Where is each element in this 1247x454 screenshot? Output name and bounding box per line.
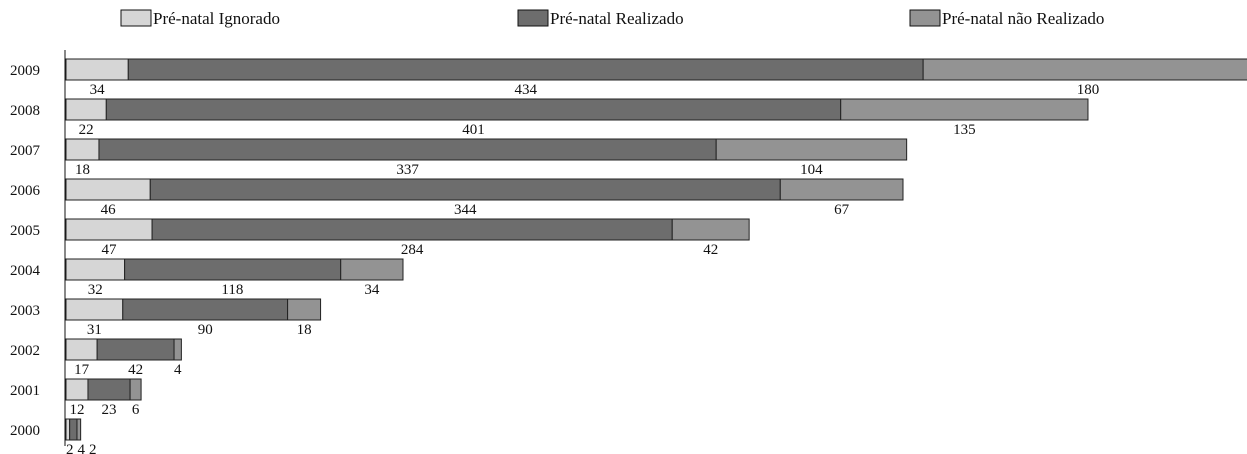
data-label: 90 (198, 322, 213, 338)
legend-label-2: Pré-natal não Realizado (942, 9, 1104, 28)
bar-segment (124, 258, 342, 281)
bar-segment (65, 418, 71, 441)
bar-segment (715, 138, 908, 161)
bar-segment (65, 218, 153, 241)
bar-segment (779, 178, 904, 201)
bar-segment (65, 298, 124, 321)
y-tick-label: 2006 (10, 183, 41, 199)
data-label: 434 (514, 82, 537, 98)
data-label: 46 (101, 202, 117, 218)
bar-segment (69, 418, 78, 441)
bar-segment (129, 378, 142, 401)
data-label: 23 (102, 402, 117, 418)
data-label: 67 (834, 202, 850, 218)
y-tick-label: 2008 (10, 103, 40, 119)
bar-segment (96, 338, 175, 361)
y-tick-label: 2007 (10, 143, 41, 159)
data-label: 17 (74, 362, 90, 378)
data-label: 34 (90, 82, 106, 98)
data-label: 2 (89, 442, 97, 454)
data-label: 284 (401, 242, 424, 258)
bar-segment (151, 218, 673, 241)
bar-segment (65, 258, 126, 281)
y-tick-label: 2000 (10, 423, 40, 439)
data-label: 4 (78, 442, 86, 454)
bar-segment (76, 418, 82, 441)
data-label: 34 (364, 282, 380, 298)
data-label: 6 (132, 402, 140, 418)
data-label: 2 (66, 442, 74, 454)
y-tick-label: 2004 (10, 263, 41, 279)
legend-swatch-1 (517, 9, 549, 27)
y-tick-label: 2009 (10, 63, 40, 79)
bar-segment (87, 378, 131, 401)
bar-segment (65, 58, 129, 81)
bar-segment (65, 178, 151, 201)
bar-segment (149, 178, 781, 201)
data-label: 22 (79, 122, 94, 138)
data-label: 47 (102, 242, 118, 258)
bar-segment (671, 218, 750, 241)
data-label: 344 (454, 202, 477, 218)
bar-segment (840, 98, 1089, 121)
bar-segment (65, 138, 100, 161)
legend-label-0: Pré-natal Ignorado (153, 9, 280, 28)
data-label: 18 (297, 322, 312, 338)
data-label: 337 (396, 162, 419, 178)
data-label: 42 (128, 362, 143, 378)
y-tick-label: 2005 (10, 223, 40, 239)
data-label: 4 (174, 362, 182, 378)
y-tick-label: 2002 (10, 343, 40, 359)
bar-segment (65, 338, 98, 361)
y-tick-label: 2001 (10, 383, 40, 399)
y-tick-label: 2003 (10, 303, 40, 319)
data-label: 104 (800, 162, 823, 178)
bar-segment (173, 338, 182, 361)
bar-segment (287, 298, 322, 321)
data-label: 135 (953, 122, 976, 138)
bar-segment (105, 98, 842, 121)
data-label: 18 (75, 162, 90, 178)
bar-segment (122, 298, 289, 321)
bar-segment (922, 58, 1247, 81)
legend-swatch-2 (909, 9, 941, 27)
legend-swatch-0 (120, 9, 152, 27)
legend-label-1: Pré-natal Realizado (550, 9, 684, 28)
data-label: 32 (88, 282, 103, 298)
bar-segment (98, 138, 717, 161)
data-label: 118 (221, 282, 243, 298)
bar-segment (65, 378, 89, 401)
data-label: 12 (69, 402, 84, 418)
bar-segment (340, 258, 404, 281)
data-label: 401 (462, 122, 485, 138)
data-label: 180 (1077, 82, 1100, 98)
data-label: 31 (87, 322, 102, 338)
bar-segment (127, 58, 924, 81)
bar-segment (65, 98, 107, 121)
data-label: 42 (703, 242, 718, 258)
